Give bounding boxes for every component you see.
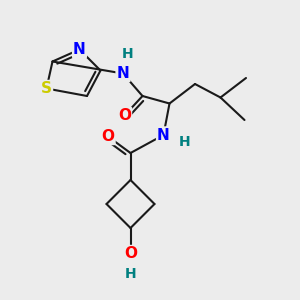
Text: O: O: [124, 246, 137, 261]
Text: H: H: [125, 268, 136, 281]
Text: H: H: [122, 47, 133, 61]
Text: H: H: [179, 136, 190, 149]
Text: N: N: [157, 128, 170, 142]
Text: N: N: [73, 42, 86, 57]
Text: O: O: [118, 108, 131, 123]
Text: O: O: [101, 129, 115, 144]
Text: S: S: [41, 81, 52, 96]
Text: N: N: [117, 66, 129, 81]
